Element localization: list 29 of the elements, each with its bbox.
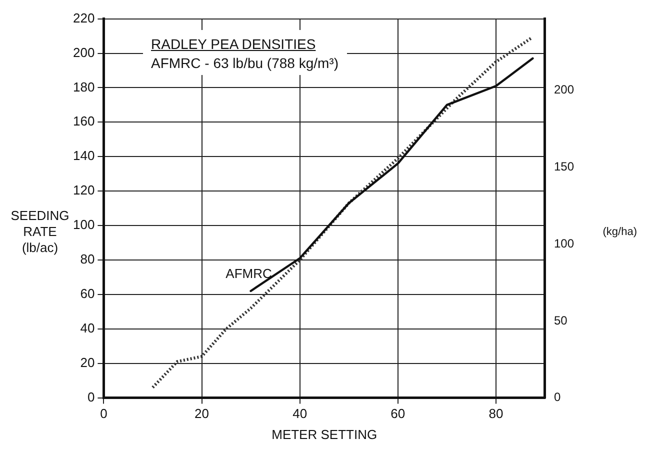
y-tick-label: 0 <box>87 389 95 404</box>
y-tick-label: 220 <box>72 10 95 26</box>
y-tick-label: 20 <box>80 354 95 370</box>
y2-tick-label: 0 <box>554 390 561 404</box>
y-tick-label: 140 <box>72 148 95 164</box>
y-tick-label: 160 <box>72 114 95 129</box>
x-tick-label: 80 <box>488 406 504 422</box>
y-tick-label: 120 <box>72 182 95 198</box>
y-tick-label: 80 <box>80 252 95 267</box>
line-series <box>151 36 534 389</box>
y2-tick-label: 100 <box>554 236 574 250</box>
x-tick-label: 60 <box>390 406 406 422</box>
y-axis-title: SEEDING RATE (lb/ac) <box>10 208 70 256</box>
y2-tick-label: 150 <box>554 160 574 174</box>
y-tick-label: 180 <box>72 79 95 94</box>
y-tick-label: 100 <box>72 217 95 232</box>
y-tick-label: 40 <box>80 320 95 336</box>
x-tick-label: 40 <box>292 406 308 422</box>
series-label: AFMRC <box>226 266 272 282</box>
y2-tick-label: 200 <box>554 82 574 97</box>
x-tick-label: 0 <box>100 406 108 422</box>
y2-axis-title: (kg/ha) <box>602 226 637 238</box>
y-tick-label: 200 <box>72 44 95 60</box>
x-axis-title: METER SETTING <box>272 426 378 442</box>
y2-tick-label: 50 <box>554 313 568 328</box>
text: AFMRC - 63 lb/bu (788 kg/m³) <box>151 55 338 71</box>
text: RADLEY PEA DENSITIES <box>151 36 317 52</box>
x-tick-label: 20 <box>194 406 209 422</box>
y-tick-label: 60 <box>80 286 95 302</box>
